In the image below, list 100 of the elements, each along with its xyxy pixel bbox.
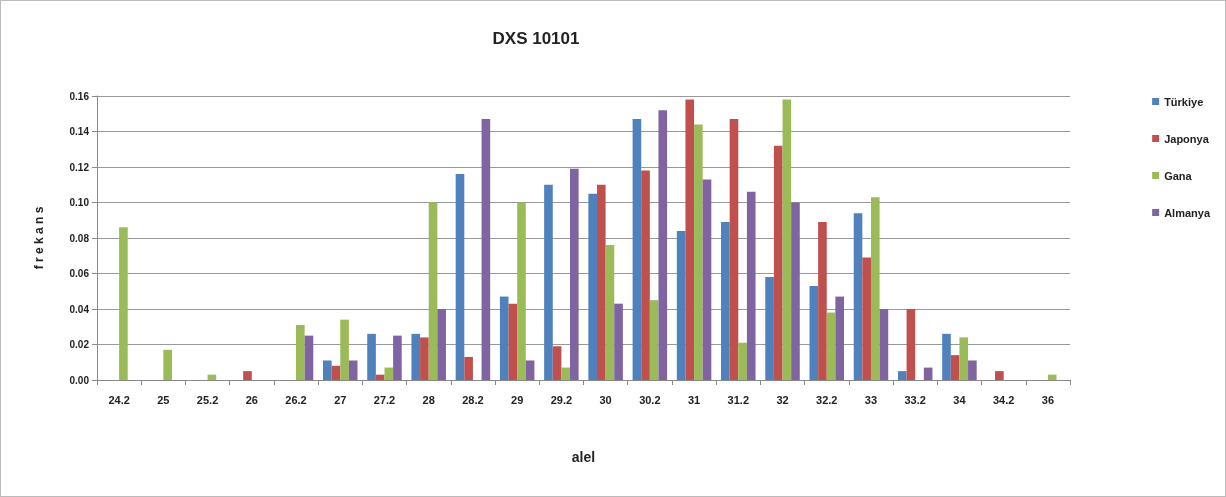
x-axis-title: alel [571,449,596,465]
y-tick-label: 0.02 [69,339,90,350]
bar [525,360,535,380]
y-tick-label: 0.14 [69,126,90,137]
x-tick-label: 36 [1041,393,1055,406]
bar [455,174,465,380]
bar [746,191,756,380]
bar [853,213,863,380]
x-tick-label: 29 [511,393,524,406]
bar [596,184,606,380]
bar [499,296,509,380]
bar [517,202,526,380]
legend-label: Almanya [1164,206,1211,219]
x-tick-label: 26 [245,393,258,406]
bar [323,360,332,380]
bar [685,99,695,380]
bar [437,309,446,380]
legend-label: Türkiye [1164,95,1204,108]
y-tick-label: 0.04 [69,303,90,315]
x-tick-label: 32 [776,393,789,406]
x-tick-label: 32.2 [816,393,838,406]
x-tick-label: 30 [599,393,612,406]
x-tick-label: 29.2 [550,393,573,406]
x-tick-label: 31 [687,393,701,406]
bar [879,309,889,380]
bar [950,355,960,380]
x-tick-label: 33.2 [904,393,926,406]
bar [384,367,394,380]
chart-title: DXS 10101 [492,29,580,48]
x-tick-label: 25.2 [196,393,219,406]
bar [738,342,747,380]
bar [721,222,730,380]
bar [331,365,341,380]
x-tick-label: 33 [864,393,878,406]
x-tick-label: 34 [953,393,967,406]
x-tick-label: 28 [422,393,435,406]
bar [243,371,252,380]
bar [428,202,438,380]
bar [632,119,642,380]
bar [296,324,305,380]
y-tick-label: 0.06 [69,268,90,279]
bar [649,300,659,380]
bar [348,360,358,380]
bar [561,367,571,380]
bar [862,257,871,380]
bar [995,371,1004,380]
bar [641,170,650,380]
y-axis-title: f r e k a n s [32,206,46,270]
bar [658,110,668,380]
bar [809,285,819,380]
y-tick-label: 0.12 [69,161,90,173]
bar [676,230,686,380]
legend-label: Japonya [1164,132,1210,145]
bar [464,356,473,380]
bar [367,333,376,380]
x-tick-label: 25 [157,393,170,406]
bar [420,337,429,380]
bar [791,202,800,380]
bar [729,119,739,380]
bar [481,119,491,380]
bar [870,197,880,380]
bar [906,309,916,380]
x-tick-label: 24.2 [108,393,130,406]
y-tick-label: 0.10 [69,197,90,208]
x-tick-label: 30.2 [639,393,661,406]
bar [544,184,553,380]
bar [119,227,128,380]
bar [968,360,977,380]
bar [765,277,774,380]
bar [163,349,172,380]
bar [702,179,712,380]
bar [552,346,562,380]
x-tick-label: 34.2 [992,393,1015,406]
bar [411,333,421,380]
bar [959,337,969,380]
bar [818,222,827,380]
bar [588,193,597,380]
x-tick-label: 31.2 [727,393,750,406]
bar [782,99,792,380]
bar [1047,374,1057,380]
bar [605,245,615,380]
bar [773,145,783,380]
x-tick-label: 27 [334,393,347,406]
bar [508,303,518,380]
bar [393,335,402,380]
bar [942,333,951,380]
bar [614,303,623,380]
bar [923,367,933,380]
bar [694,124,703,380]
bar [835,296,844,380]
x-tick-label: 27.2 [373,393,396,406]
x-tick-label: 26.2 [285,393,307,406]
bar [340,319,349,380]
bar [570,168,579,380]
bar [304,335,314,380]
x-tick-label: 28.2 [462,393,484,406]
bar [826,312,836,380]
y-tick-label: 0.00 [69,374,90,386]
bar [897,371,907,380]
y-tick-label: 0.16 [69,90,90,102]
